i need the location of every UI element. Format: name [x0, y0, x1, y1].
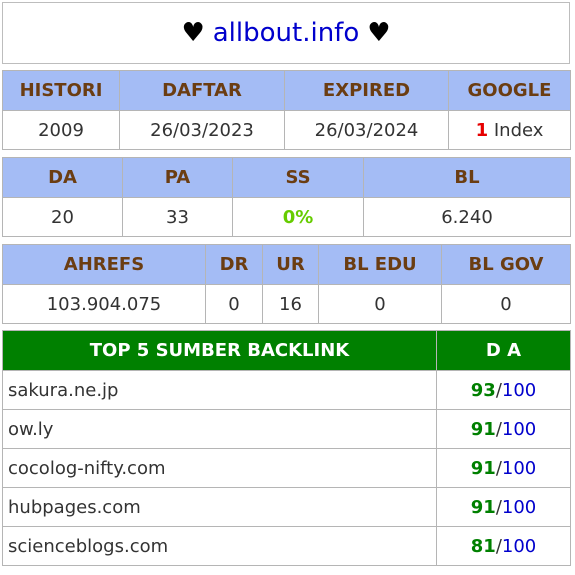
- backlink-da-cell: 91/100: [436, 409, 571, 449]
- value-ahrefs: 103.904.075: [2, 284, 206, 324]
- table-row: cocolog-nifty.com 91/100: [2, 448, 571, 488]
- backlink-da-cell: 91/100: [436, 448, 571, 488]
- backlink-da-cell: 93/100: [436, 370, 571, 410]
- value-expired: 26/03/2024: [284, 110, 449, 150]
- moz-metrics-table: DA PA SS BL 20 33 0% 6.240: [2, 157, 571, 237]
- value-bl-edu: 0: [318, 284, 442, 324]
- value-daftar: 26/03/2023: [119, 110, 285, 150]
- da-max: 100: [501, 379, 537, 401]
- header-dr: DR: [205, 244, 263, 285]
- header-bl: BL: [363, 157, 571, 198]
- da-separator: /: [495, 535, 502, 557]
- site-title-box: ♥ allbout.info ♥: [2, 2, 570, 64]
- backlink-domain-link[interactable]: scienceblogs.com: [2, 526, 437, 566]
- value-da: 20: [2, 197, 123, 237]
- value-dr: 0: [205, 284, 263, 324]
- header-google: GOOGLE: [448, 70, 571, 111]
- backlink-da-cell: 81/100: [436, 526, 571, 566]
- registration-value-row: 2009 26/03/2023 26/03/2024 1 Index: [2, 110, 571, 150]
- header-backlink-source: TOP 5 SUMBER BACKLINK: [2, 330, 437, 371]
- heart-left-icon: ♥: [181, 18, 205, 48]
- header-expired: EXPIRED: [284, 70, 449, 111]
- da-max: 100: [501, 418, 537, 440]
- da-separator: /: [495, 379, 502, 401]
- ahrefs-header-row: AHREFS DR UR BL EDU BL GOV: [2, 244, 571, 285]
- value-bl: 6.240: [363, 197, 571, 237]
- header-ss: SS: [232, 157, 364, 198]
- backlink-source-table: TOP 5 SUMBER BACKLINK D A sakura.ne.jp 9…: [2, 330, 571, 566]
- da-separator: /: [495, 457, 502, 479]
- value-pa: 33: [122, 197, 233, 237]
- header-histori: HISTORI: [2, 70, 120, 111]
- value-ss: 0%: [232, 197, 364, 237]
- value-histori: 2009: [2, 110, 120, 150]
- table-row: ow.ly 91/100: [2, 409, 571, 449]
- registration-header-row: HISTORI DAFTAR EXPIRED GOOGLE: [2, 70, 571, 111]
- header-backlink-da: D A: [436, 330, 571, 371]
- backlink-domain-link[interactable]: cocolog-nifty.com: [2, 448, 437, 488]
- backlink-da-value: 93: [470, 379, 496, 401]
- da-separator: /: [495, 418, 502, 440]
- google-index-label: Index: [488, 119, 544, 141]
- table-row: sakura.ne.jp 93/100: [2, 370, 571, 410]
- value-ur: 16: [262, 284, 319, 324]
- table-row: hubpages.com 91/100: [2, 487, 571, 527]
- backlink-da-value: 91: [470, 496, 496, 518]
- backlink-da-value: 91: [470, 457, 496, 479]
- registration-table: HISTORI DAFTAR EXPIRED GOOGLE 2009 26/03…: [2, 70, 571, 150]
- moz-header-row: DA PA SS BL: [2, 157, 571, 198]
- backlink-header-row: TOP 5 SUMBER BACKLINK D A: [2, 330, 571, 371]
- backlink-domain-link[interactable]: sakura.ne.jp: [2, 370, 437, 410]
- da-max: 100: [501, 457, 537, 479]
- backlink-da-value: 91: [470, 418, 496, 440]
- google-index-count: 1: [475, 119, 489, 141]
- header-pa: PA: [122, 157, 233, 198]
- table-row: scienceblogs.com 81/100: [2, 526, 571, 566]
- site-name-link[interactable]: allbout.info: [212, 18, 360, 48]
- ahrefs-value-row: 103.904.075 0 16 0 0: [2, 284, 571, 324]
- value-bl-gov: 0: [441, 284, 571, 324]
- header-ur: UR: [262, 244, 319, 285]
- backlink-da-value: 81: [470, 535, 496, 557]
- header-bl-gov: BL GOV: [441, 244, 571, 285]
- heart-right-icon: ♥: [367, 18, 391, 48]
- header-bl-edu: BL EDU: [318, 244, 442, 285]
- backlink-domain-link[interactable]: ow.ly: [2, 409, 437, 449]
- da-separator: /: [495, 496, 502, 518]
- backlink-da-cell: 91/100: [436, 487, 571, 527]
- ahrefs-metrics-table: AHREFS DR UR BL EDU BL GOV 103.904.075 0…: [2, 244, 571, 324]
- header-ahrefs: AHREFS: [2, 244, 206, 285]
- header-daftar: DAFTAR: [119, 70, 285, 111]
- da-max: 100: [501, 496, 537, 518]
- header-da: DA: [2, 157, 123, 198]
- da-max: 100: [501, 535, 537, 557]
- backlink-domain-link[interactable]: hubpages.com: [2, 487, 437, 527]
- value-google: 1 Index: [448, 110, 571, 150]
- moz-value-row: 20 33 0% 6.240: [2, 197, 571, 237]
